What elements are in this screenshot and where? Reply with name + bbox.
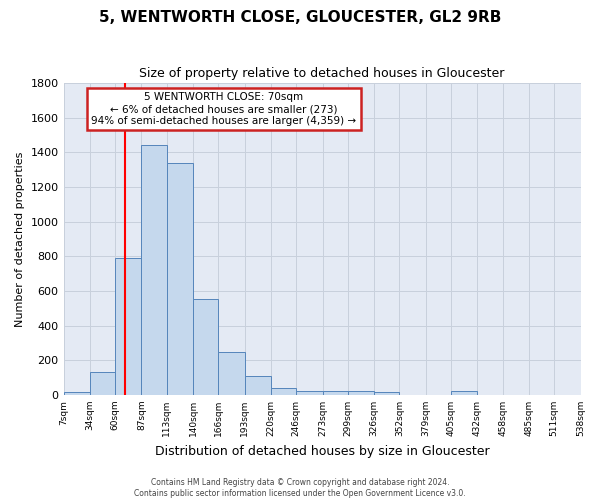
Bar — [64, 392, 90, 395]
X-axis label: Distribution of detached houses by size in Gloucester: Distribution of detached houses by size … — [155, 444, 490, 458]
Title: Size of property relative to detached houses in Gloucester: Size of property relative to detached ho… — [139, 68, 505, 80]
Bar — [115, 258, 142, 395]
Bar — [348, 392, 374, 395]
Bar — [193, 299, 218, 395]
Text: 5, WENTWORTH CLOSE, GLOUCESTER, GL2 9RB: 5, WENTWORTH CLOSE, GLOUCESTER, GL2 9RB — [99, 10, 501, 25]
Y-axis label: Number of detached properties: Number of detached properties — [15, 152, 25, 326]
Text: Contains HM Land Registry data © Crown copyright and database right 2024.
Contai: Contains HM Land Registry data © Crown c… — [134, 478, 466, 498]
Bar — [142, 146, 167, 395]
Bar — [90, 372, 115, 395]
Bar — [167, 163, 193, 395]
Text: 5 WENTWORTH CLOSE: 70sqm
← 6% of detached houses are smaller (273)
94% of semi-d: 5 WENTWORTH CLOSE: 70sqm ← 6% of detache… — [91, 92, 356, 126]
Bar — [218, 352, 245, 395]
Bar — [451, 392, 478, 395]
Bar — [374, 392, 400, 395]
Bar — [271, 388, 296, 395]
Bar — [323, 390, 348, 395]
Bar — [296, 390, 323, 395]
Bar — [245, 376, 271, 395]
